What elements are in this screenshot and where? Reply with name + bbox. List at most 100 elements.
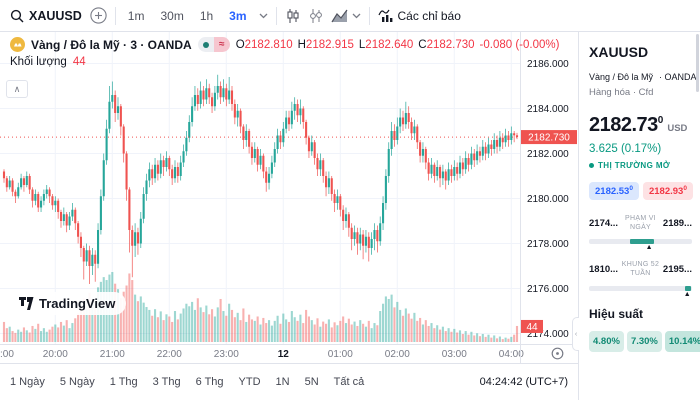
svg-text:2174.000: 2174.000 [527,329,569,340]
symbol-type: Hàng hóa · Cfd [589,87,654,98]
ohlc-values: O2182.810 H2182.915 L2182.640 C2182.730 … [235,38,560,51]
symbol-search-button[interactable]: XAUUSD [10,9,82,23]
range-1year[interactable]: 1N [275,376,290,388]
performance-chip-3m: 10.14% [664,330,700,352]
timeframe-1h[interactable]: 1h [199,8,214,23]
panel-symbol-title[interactable]: XAUUSD [589,44,649,60]
svg-text:2176.000: 2176.000 [527,284,569,295]
market-status-pill[interactable]: ≈ [197,37,230,52]
bid-chip[interactable]: 2182.530 [589,182,639,201]
week52-marker-row: ▲ [589,290,692,301]
range-ytd[interactable]: YTD [238,376,261,388]
week52-high: 2195... [662,263,692,275]
week52-range-row: 1810... KHUNG 52 TUẦN 2195... [589,260,692,278]
day-range-slider [589,239,692,245]
legend-symbol-title[interactable]: Vàng / Đô la Mỹ · 3 · OANDA [31,37,192,52]
svg-text:20:00: 20:00 [43,349,68,360]
volume-legend[interactable]: Khối lượng 44 [10,56,86,68]
svg-text:22:00: 22:00 [157,349,182,360]
hollow-candles-style-icon[interactable] [309,8,323,24]
change-value: -0.080 (-0.00%) [479,38,560,51]
scales-settings-icon[interactable] [551,347,564,360]
indicators-label: Các chỉ báo [397,8,461,23]
legend-expand-button[interactable]: ∧ [6,80,28,98]
visibility-dot-icon [197,37,214,52]
week52-marker-icon: ▲ [683,290,691,298]
clock-timezone[interactable]: 04:24:42 (UTC+7) [479,376,568,388]
market-status-text: THỊ TRƯỜNG MỞ [598,161,671,170]
open-value: 2182.810 [244,38,293,51]
sidebar-collapse-handle[interactable]: ‹ [572,317,579,351]
svg-text:01:00: 01:00 [328,349,353,360]
svg-text:03:00: 03:00 [442,349,467,360]
range-5day[interactable]: 5 Ngày [59,376,95,388]
chart-legend: Vàng / Đô la Mỹ · 3 · OANDA ≈ O2182.810 … [10,37,559,52]
day-range-label: PHẠM VI NGÀY [625,215,656,232]
performance-chip-1m: 7.30% [626,330,662,352]
date-range-buttons: 1 Ngày 5 Ngày 1 Thg 3 Thg 6 Thg YTD 1N 5… [10,376,364,388]
tradingview-watermark[interactable]: TradingView [8,292,127,315]
svg-text:44: 44 [526,322,538,333]
range-1month[interactable]: 1 Thg [109,376,138,388]
performance-chips: 4.80% 7.30% 10.14% [589,330,700,352]
performance-title: Hiệu suất [589,306,644,321]
toolbar-divider [275,6,277,25]
day-range-high: 2189... [662,217,692,229]
low-value: 2182.640 [365,38,414,51]
timeframe-30m[interactable]: 30m [160,8,184,23]
toolbar-divider [368,6,370,25]
chevron-up-icon: ∧ [13,83,21,94]
market-open-dot-icon [589,163,594,168]
range-all[interactable]: Tất cả [333,376,365,388]
timeframe-dropdown-icon[interactable] [259,13,268,19]
price-chart-svg[interactable]: 2186.000 2184.000 2182.000 2180.000 2178.000… [0,32,578,363]
price-change: 3.625 (0.17%) [589,143,662,155]
svg-text:2180.000: 2180.000 [527,194,569,205]
svg-text:04:00: 04:00 [499,349,524,360]
panel-symbol-name-row[interactable]: Vàng / Đô la Mỹ · OANDA [589,72,697,82]
volume-value: 44 [72,56,86,68]
top-toolbar: XAUUSD 1m 30m 1h 3m Các chỉ báo [0,0,700,32]
range-1day[interactable]: 1 Ngày [10,376,45,388]
range-5year[interactable]: 5N [304,376,319,388]
timeframe-3m-active[interactable]: 3m [229,8,247,23]
week52-slider [589,285,692,291]
price-main: 2182.73 [589,114,658,136]
svg-text:2178.000: 2178.000 [527,239,569,250]
svg-text::00: :00 [0,349,14,360]
performance-chip-1w: 4.80% [589,330,624,352]
svg-text:12: 12 [278,349,290,360]
active-symbol-label: XAUUSD [29,8,82,23]
candlestick-style-icon[interactable] [285,8,301,24]
symbol-exchange: · OANDA [659,72,697,82]
area-chart-style-button[interactable] [331,9,361,23]
price-currency: USD [667,123,688,134]
chart-pane: 2186.000 2184.000 2182.000 2180.000 2178.000… [0,32,578,400]
svg-text:2186.000: 2186.000 [527,59,569,70]
tradingview-logo [19,297,34,310]
compare-add-icon[interactable] [90,7,107,24]
main-area: 2186.000 2184.000 2182.000 2180.000 2178.000… [0,32,700,400]
chart-footer-toolbar: 1 Ngày 5 Ngày 1 Thg 3 Thg 6 Thg YTD 1N 5… [0,363,578,400]
svg-text:2182.000: 2182.000 [527,149,569,160]
indicators-icon [377,9,392,22]
panel-scrollbar[interactable] [696,34,699,92]
range-3month[interactable]: 3 Thg [152,376,181,388]
week52-low: 1810... [589,263,619,275]
ask-chip[interactable]: 2182.930 [642,182,693,201]
price-superscript: 0 [657,115,664,126]
chevron-left-icon: ‹ [574,330,578,338]
current-price: 2182.73 0 USD [589,114,692,137]
timeframe-1m[interactable]: 1m [127,8,145,23]
style-dropdown-icon [352,13,360,18]
gold-symbol-icon [10,37,25,52]
range-6month[interactable]: 6 Thg [195,376,224,388]
day-range-marker-icon: ▲ [645,244,653,252]
indicators-button[interactable]: Các chỉ báo [377,8,461,23]
day-range-row: 2174... PHẠM VI NGÀY 2189... [589,214,692,232]
search-icon [10,9,24,22]
volume-label: Khối lượng [10,56,67,68]
svg-text:2184.000: 2184.000 [527,104,569,115]
area-chart-icon [331,9,347,22]
